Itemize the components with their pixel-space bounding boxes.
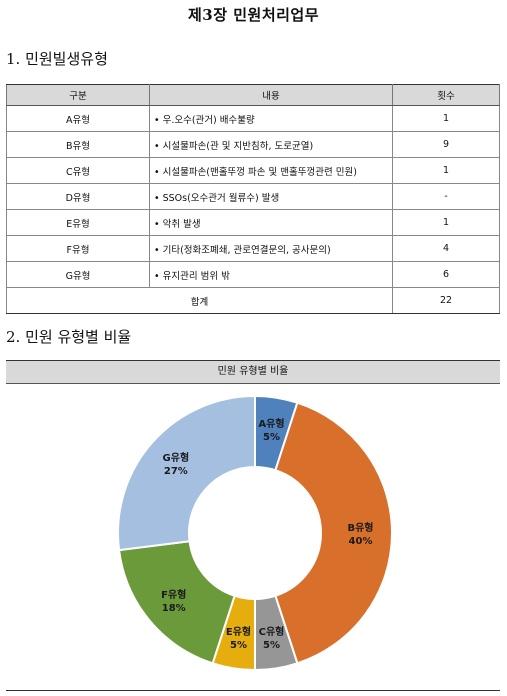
bullet-icon: • xyxy=(154,244,160,256)
row-type: D유형 xyxy=(6,183,150,210)
header-content: 내용 xyxy=(149,84,393,106)
section-heading-ratio: 2. 민원 유형별 비율 xyxy=(6,328,132,346)
row-content-text: 악취 발생 xyxy=(162,218,201,230)
slice-value-label: 5% xyxy=(230,640,247,651)
total-count: 22 xyxy=(392,287,500,314)
row-content: • SSOs(오수관거 월류수) 발생 xyxy=(149,183,393,210)
row-count: - xyxy=(392,183,500,210)
table-total-row: 합계 22 xyxy=(6,287,500,314)
row-content-text: SSOs(오수관거 월류수) 발생 xyxy=(162,192,280,204)
bullet-icon: • xyxy=(154,114,160,126)
row-type: A유형 xyxy=(6,105,150,132)
row-content-text: 우.오수(관거) 배수불량 xyxy=(162,114,255,126)
row-count: 9 xyxy=(392,131,500,158)
row-content: • 기타(정화조폐쇄, 관로연결문의, 공사문의) xyxy=(149,235,393,262)
slice-category-label: E유형 xyxy=(226,625,251,638)
row-content-text: 시설물파손(관 및 지반침하, 도로균열) xyxy=(162,140,314,152)
table-header-row: 구분 내용 횟수 xyxy=(6,84,500,106)
bullet-icon: • xyxy=(154,166,160,178)
row-content-text: 기타(정화조폐쇄, 관로연결문의, 공사문의) xyxy=(162,244,331,256)
table-row: B유형 • 시설물파손(관 및 지반침하, 도로균열) 9 xyxy=(6,131,500,158)
slice-value-label: 40% xyxy=(349,536,373,547)
row-content: • 악취 발생 xyxy=(149,209,393,236)
table-row: A유형 • 우.오수(관거) 배수불량 1 xyxy=(6,105,500,132)
row-type: E유형 xyxy=(6,209,150,236)
bullet-icon: • xyxy=(154,140,160,152)
slice-value-label: 5% xyxy=(263,640,280,651)
row-type: G유형 xyxy=(6,261,150,288)
row-count: 4 xyxy=(392,235,500,262)
slice-value-label: 5% xyxy=(263,432,280,443)
header-category: 구분 xyxy=(6,84,150,106)
table-row: F유형 • 기타(정화조폐쇄, 관로연결문의, 공사문의) 4 xyxy=(6,235,500,262)
row-content-text: 시설물파손(맨홀뚜껑 파손 및 맨홀뚜껑관련 민원) xyxy=(162,166,357,178)
row-content: • 시설물파손(맨홀뚜껑 파손 및 맨홀뚜껑관련 민원) xyxy=(149,157,393,184)
row-count: 6 xyxy=(392,261,500,288)
row-count: 1 xyxy=(392,157,500,184)
bullet-icon: • xyxy=(154,270,160,282)
page-title: 제3장 민원처리업무 xyxy=(187,6,320,24)
bullet-icon: • xyxy=(154,192,160,204)
section-heading-occurrence-types: 1. 민원빌생유형 xyxy=(6,50,108,68)
slice-category-label: C유형 xyxy=(259,625,285,638)
complaint-type-table: 구분 내용 횟수 A유형 • 우.오수(관거) 배수불량 1 B유형 • 시설물파손(관 및… xyxy=(6,84,500,314)
row-count: 1 xyxy=(392,105,500,132)
table-row: C유형 • 시설물파손(맨홀뚜껑 파손 및 맨홀뚜껑관련 민원) 1 xyxy=(6,157,500,184)
donut-chart: A유형 5% B유형 40% C유형 5% E유형 5% F유형 18% G유형 27% xyxy=(117,394,393,672)
slice-category-label: G유형 xyxy=(163,451,190,464)
row-content: • 시설물파손(관 및 지반침하, 도로균열) xyxy=(149,131,393,158)
slice-value-label: 27% xyxy=(164,466,188,477)
table-row: D유형 • SSOs(오수관거 월류수) 발생 - xyxy=(6,183,500,210)
slice-category-label: A유형 xyxy=(258,417,284,430)
row-type: B유형 xyxy=(6,131,150,158)
row-content-text: 유지관리 범위 밖 xyxy=(162,270,230,282)
slice-value-label: 18% xyxy=(162,603,186,614)
slice-category-label: F유형 xyxy=(161,588,186,601)
slice-category-label: B유형 xyxy=(347,521,373,534)
header-count: 횟수 xyxy=(392,84,500,106)
row-type: F유형 xyxy=(6,235,150,262)
chart-frame: A유형 5% B유형 40% C유형 5% E유형 5% F유형 18% G유형 27% xyxy=(6,384,500,691)
row-type: C유형 xyxy=(6,157,150,184)
donut-slice-5 xyxy=(117,394,256,552)
row-content: • 우.오수(관거) 배수불량 xyxy=(149,105,393,132)
bullet-icon: • xyxy=(154,218,160,230)
chart-title: 민원 유형별 비율 xyxy=(6,360,500,384)
total-label: 합계 xyxy=(6,287,393,314)
donut-slice-1 xyxy=(274,401,393,665)
table-row: E유형 • 악취 발생 1 xyxy=(6,209,500,236)
row-content: • 유지관리 범위 밖 xyxy=(149,261,393,288)
row-count: 1 xyxy=(392,209,500,236)
